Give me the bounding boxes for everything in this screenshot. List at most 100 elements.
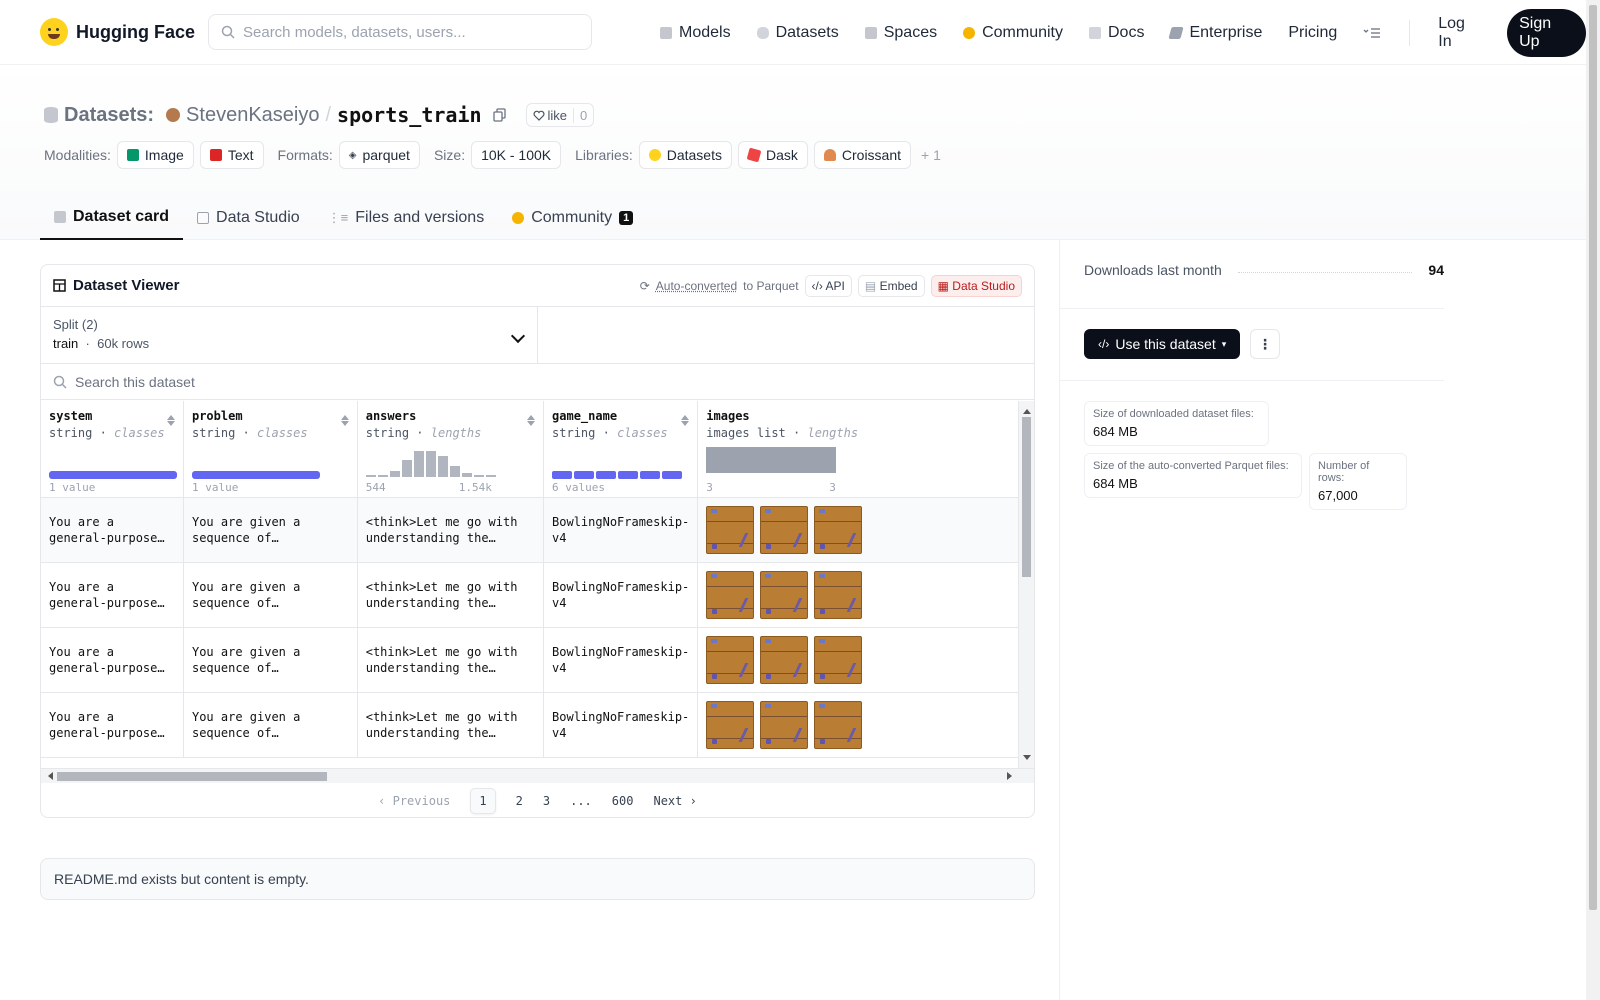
cell-problem[interactable]: You are given a sequence of consecutive.…	[183, 562, 358, 628]
game-frame-thumbnail[interactable]	[706, 635, 755, 684]
scroll-thumb[interactable]	[1022, 417, 1031, 577]
size-chip[interactable]: 10K - 100K	[471, 141, 562, 169]
cell-answers[interactable]: <think>Let me go with understanding the …	[357, 627, 545, 693]
cell-answers[interactable]: <think>Let me go with understanding the …	[357, 562, 545, 628]
vertical-scrollbar[interactable]	[1018, 401, 1034, 768]
cell-problem[interactable]: You are given a sequence of consecutive.…	[183, 692, 358, 758]
histogram-bar[interactable]	[473, 475, 484, 477]
cell-images[interactable]	[697, 627, 1019, 693]
histogram-bar[interactable]	[485, 475, 496, 477]
scroll-down-icon[interactable]	[1023, 755, 1031, 764]
horizontal-scrollbar[interactable]	[41, 768, 1034, 783]
game-frame-thumbnail[interactable]	[706, 505, 755, 554]
classes-bar[interactable]	[49, 471, 177, 479]
game-frame-thumbnail[interactable]	[706, 700, 755, 749]
signup-button[interactable]: Sign Up	[1507, 8, 1586, 57]
login-link[interactable]: Log In	[1438, 15, 1481, 51]
page-3[interactable]: 3	[542, 793, 551, 808]
scroll-right-icon[interactable]	[1007, 772, 1016, 780]
like-button[interactable]: like 0	[525, 103, 595, 127]
class-segment[interactable]	[574, 471, 595, 479]
modality-text-chip[interactable]: Text	[199, 141, 264, 169]
length-bar[interactable]	[706, 447, 837, 473]
sort-icon[interactable]	[681, 411, 689, 430]
format-parquet-chip[interactable]: ◈ parquet	[338, 141, 420, 169]
game-frame-thumbnail[interactable]	[814, 505, 863, 554]
dataset-search-input[interactable]	[75, 373, 675, 390]
dataset-search[interactable]	[41, 364, 1034, 400]
classes-segments[interactable]	[552, 471, 683, 479]
table-row[interactable]: You are a general-purpose game agent... Y…	[41, 692, 1019, 758]
auto-converted-link[interactable]: Auto-converted	[655, 278, 738, 293]
tab-community[interactable]: Community 1	[498, 195, 647, 240]
dataset-name[interactable]: sports_train	[337, 103, 482, 127]
class-segment[interactable]	[596, 471, 617, 479]
nav-enterprise[interactable]: Enterprise	[1168, 24, 1262, 42]
cell-game-name[interactable]: BowlingNoFrameskip-v4	[543, 692, 699, 758]
histogram-bar[interactable]	[389, 471, 400, 477]
tab-data-studio[interactable]: Data Studio	[183, 195, 314, 240]
histogram-bar[interactable]	[449, 466, 460, 477]
cell-system[interactable]: You are a general-purpose game agent...	[41, 562, 184, 628]
page-scroll-thumb[interactable]	[1589, 5, 1597, 910]
cell-images[interactable]	[697, 562, 1019, 628]
cell-answers[interactable]: <think>Let me go with understanding the …	[357, 692, 545, 758]
col-header-game-name[interactable]: game_name string · classes 6 values	[543, 401, 699, 498]
logo[interactable]: Hugging Face	[40, 18, 195, 46]
cell-system[interactable]: You are a general-purpose game agent...	[41, 692, 184, 758]
histogram-bar[interactable]	[377, 475, 388, 477]
cell-answers[interactable]: <think>Let me go with understanding the …	[357, 497, 545, 563]
library-dask-chip[interactable]: Dask	[737, 141, 808, 169]
copy-icon[interactable]	[492, 107, 508, 123]
col-header-problem[interactable]: problem string · classes 1 value	[183, 401, 358, 498]
class-segment[interactable]	[552, 471, 573, 479]
class-segment[interactable]	[618, 471, 639, 479]
cell-system[interactable]: You are a general-purpose game agent...	[41, 627, 184, 693]
nav-community[interactable]: Community	[963, 24, 1063, 42]
cell-images[interactable]	[697, 692, 1019, 758]
modality-image-chip[interactable]: Image	[116, 141, 194, 169]
embed-button[interactable]: ▤ Embed	[857, 274, 925, 297]
cell-game-name[interactable]: BowlingNoFrameskip-v4	[543, 627, 699, 693]
global-search-input[interactable]	[243, 23, 563, 41]
game-frame-thumbnail[interactable]	[760, 635, 809, 684]
scroll-up-icon[interactable]	[1023, 405, 1031, 414]
game-frame-thumbnail[interactable]	[760, 570, 809, 619]
tab-dataset-card[interactable]: Dataset card	[40, 195, 184, 240]
col-header-answers[interactable]: answers string · lengths 544 1.54k	[357, 401, 545, 498]
datasets-crumb[interactable]: Datasets:	[64, 103, 155, 126]
nav-spaces[interactable]: Spaces	[864, 24, 937, 42]
sort-icon[interactable]	[341, 411, 349, 430]
page-1[interactable]: 1	[470, 787, 496, 814]
col-header-system[interactable]: system string · classes 1 value	[41, 401, 184, 498]
cell-problem[interactable]: You are given a sequence of consecutive.…	[183, 627, 358, 693]
scroll-thumb[interactable]	[57, 772, 327, 781]
next-page[interactable]: Next ›	[653, 793, 697, 808]
col-header-images[interactable]: images images list · lengths 3 3	[697, 401, 1019, 498]
length-histogram[interactable]	[365, 445, 496, 477]
library-croissant-chip[interactable]: Croissant	[813, 141, 912, 169]
game-frame-thumbnail[interactable]	[814, 570, 863, 619]
global-search[interactable]	[208, 14, 592, 50]
split-selector[interactable]: Split (2) train · 60k rows	[41, 307, 538, 363]
table-row[interactable]: You are a general-purpose game agent... Y…	[41, 497, 1019, 563]
histogram-bar[interactable]	[413, 451, 424, 477]
game-frame-thumbnail[interactable]	[706, 570, 755, 619]
sort-icon[interactable]	[167, 411, 175, 430]
nav-more-menu[interactable]	[1363, 27, 1381, 39]
histogram-bar[interactable]	[425, 451, 436, 477]
cell-problem[interactable]: You are given a sequence of consecutive.…	[183, 497, 358, 563]
histogram-bar[interactable]	[365, 475, 376, 477]
tab-files[interactable]: ⋮≡ Files and versions	[314, 195, 499, 240]
page-scrollbar[interactable]	[1586, 0, 1600, 1000]
cell-images[interactable]	[697, 497, 1019, 563]
page-600[interactable]: 600	[611, 793, 634, 808]
page-2[interactable]: 2	[515, 793, 523, 808]
more-options-button[interactable]: ⋮	[1250, 329, 1280, 359]
game-frame-thumbnail[interactable]	[760, 700, 809, 749]
api-button[interactable]: ‹/› API	[804, 274, 852, 297]
nav-pricing[interactable]: Pricing	[1288, 24, 1337, 42]
game-frame-thumbnail[interactable]	[814, 700, 863, 749]
scroll-left-icon[interactable]	[44, 772, 53, 780]
cell-game-name[interactable]: BowlingNoFrameskip-v4	[543, 497, 699, 563]
